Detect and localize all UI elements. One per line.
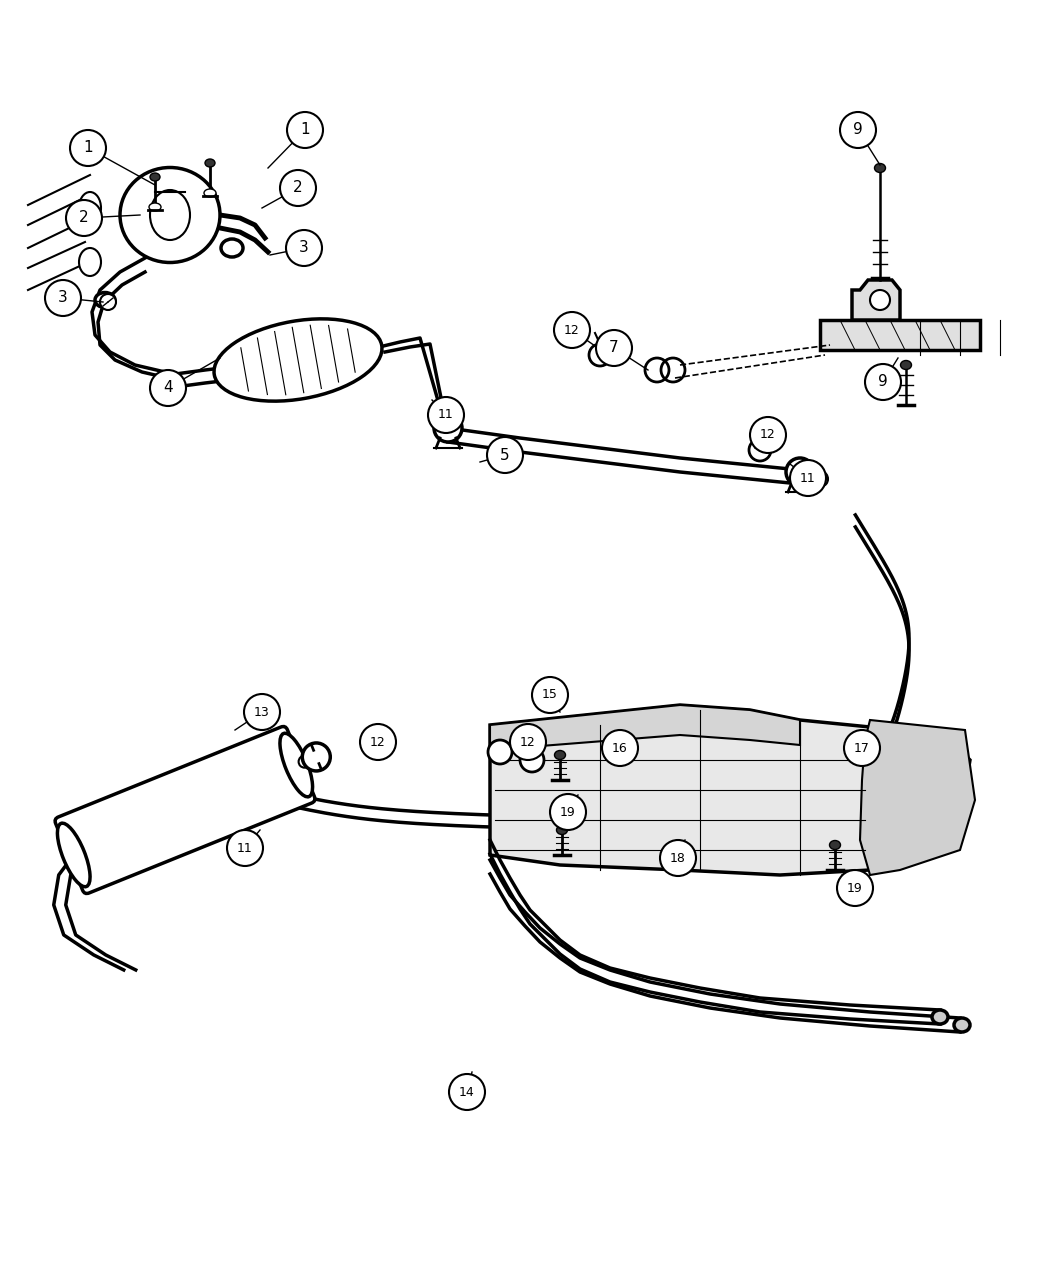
- Ellipse shape: [58, 824, 90, 886]
- Circle shape: [100, 295, 116, 310]
- Text: 19: 19: [560, 806, 575, 819]
- Circle shape: [488, 740, 512, 764]
- Text: 17: 17: [854, 742, 870, 755]
- Circle shape: [660, 840, 696, 876]
- Ellipse shape: [932, 1010, 948, 1024]
- Text: 7: 7: [609, 340, 619, 356]
- Text: 19: 19: [847, 881, 863, 895]
- Text: 16: 16: [612, 742, 628, 755]
- Ellipse shape: [557, 825, 567, 835]
- Text: 11: 11: [801, 472, 816, 484]
- Ellipse shape: [901, 361, 911, 370]
- Circle shape: [286, 230, 322, 266]
- Text: 15: 15: [542, 688, 558, 701]
- Ellipse shape: [150, 190, 190, 240]
- Circle shape: [150, 370, 186, 405]
- Circle shape: [550, 794, 586, 830]
- Circle shape: [487, 437, 523, 473]
- Ellipse shape: [874, 163, 886, 172]
- Ellipse shape: [280, 733, 312, 797]
- Text: 11: 11: [237, 842, 252, 854]
- Text: 1: 1: [83, 140, 93, 156]
- Circle shape: [596, 330, 632, 366]
- Circle shape: [865, 363, 901, 400]
- Ellipse shape: [954, 1017, 970, 1031]
- Ellipse shape: [149, 203, 161, 210]
- Circle shape: [520, 748, 544, 771]
- Circle shape: [790, 460, 826, 496]
- Text: 12: 12: [520, 736, 535, 748]
- FancyBboxPatch shape: [55, 727, 315, 894]
- Ellipse shape: [816, 472, 828, 486]
- Circle shape: [870, 289, 890, 310]
- Circle shape: [532, 677, 568, 713]
- Circle shape: [749, 439, 771, 462]
- Ellipse shape: [150, 173, 160, 181]
- Text: 3: 3: [58, 291, 68, 306]
- Circle shape: [45, 280, 81, 316]
- Ellipse shape: [221, 238, 243, 258]
- Circle shape: [66, 200, 102, 236]
- Circle shape: [434, 414, 462, 442]
- Ellipse shape: [79, 249, 101, 275]
- Circle shape: [844, 731, 881, 766]
- Ellipse shape: [214, 319, 382, 402]
- Circle shape: [554, 312, 590, 348]
- Ellipse shape: [204, 189, 216, 198]
- Polygon shape: [490, 705, 970, 875]
- Polygon shape: [852, 280, 901, 320]
- Text: 5: 5: [500, 448, 510, 463]
- Circle shape: [589, 344, 611, 366]
- Circle shape: [839, 112, 876, 148]
- Ellipse shape: [829, 840, 841, 849]
- Ellipse shape: [95, 292, 115, 307]
- Text: 12: 12: [370, 736, 386, 748]
- Circle shape: [510, 724, 546, 760]
- Text: 2: 2: [79, 210, 88, 226]
- Text: 11: 11: [438, 408, 453, 422]
- Text: 12: 12: [564, 324, 580, 337]
- Polygon shape: [490, 705, 800, 750]
- Circle shape: [360, 724, 396, 760]
- Text: 9: 9: [853, 122, 863, 138]
- Circle shape: [750, 417, 786, 453]
- Circle shape: [449, 1074, 485, 1111]
- Text: 4: 4: [163, 380, 173, 395]
- Circle shape: [227, 830, 263, 866]
- Text: 13: 13: [255, 705, 270, 719]
- Circle shape: [244, 694, 280, 731]
- Circle shape: [287, 112, 323, 148]
- Text: 14: 14: [459, 1085, 474, 1099]
- Polygon shape: [820, 320, 980, 351]
- Circle shape: [302, 743, 330, 771]
- Circle shape: [70, 130, 106, 166]
- Text: 2: 2: [294, 181, 303, 195]
- Polygon shape: [859, 720, 975, 875]
- Circle shape: [786, 458, 814, 486]
- Ellipse shape: [79, 193, 101, 224]
- Circle shape: [428, 397, 464, 434]
- Circle shape: [280, 170, 316, 207]
- Ellipse shape: [554, 751, 566, 760]
- Text: 9: 9: [878, 375, 888, 389]
- Ellipse shape: [205, 159, 215, 167]
- Text: 18: 18: [670, 852, 686, 864]
- Text: 1: 1: [300, 122, 309, 138]
- Circle shape: [299, 756, 310, 768]
- Text: 3: 3: [299, 241, 309, 255]
- Text: 12: 12: [761, 428, 776, 441]
- Circle shape: [837, 870, 873, 907]
- Ellipse shape: [120, 167, 220, 263]
- Circle shape: [602, 731, 638, 766]
